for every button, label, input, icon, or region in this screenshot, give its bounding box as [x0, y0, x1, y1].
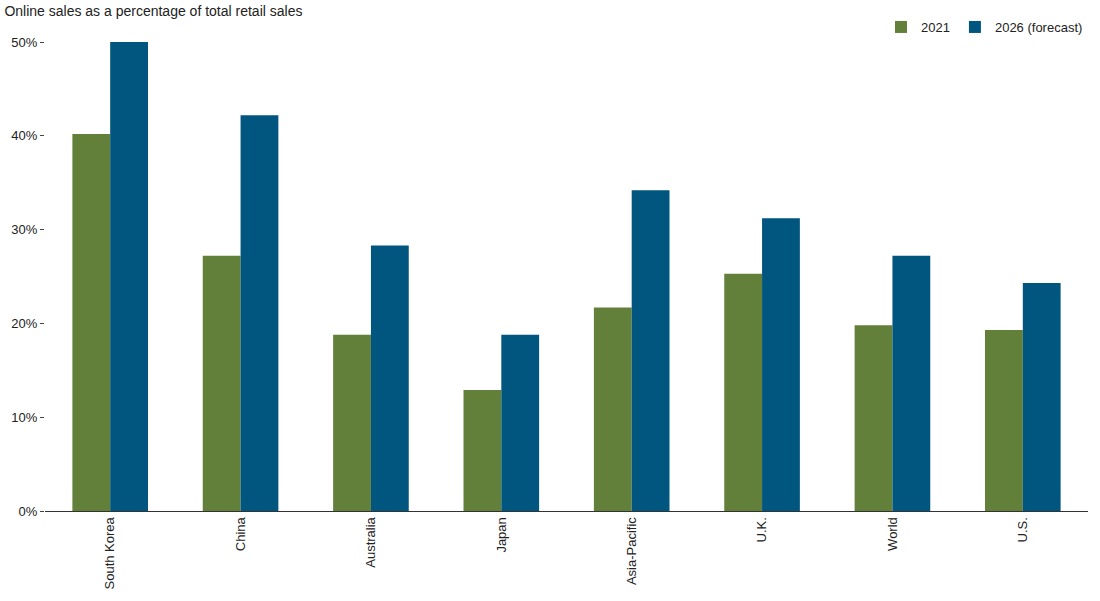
svg-text:0%: 0% [19, 504, 38, 519]
svg-text:Asia-Pacific: Asia-Pacific [624, 517, 639, 585]
svg-text:2026 (forecast): 2026 (forecast) [995, 20, 1082, 35]
svg-text:U.S.: U.S. [1015, 517, 1030, 542]
svg-text:South Korea: South Korea [102, 516, 117, 589]
svg-text:World: World [885, 517, 900, 551]
svg-text:50%: 50% [11, 35, 37, 50]
svg-text:China: China [233, 516, 248, 551]
svg-text:Australia: Australia [363, 516, 378, 567]
svg-text:U.K.: U.K. [754, 517, 769, 542]
svg-text:Online sales as a percentage o: Online sales as a percentage of total re… [4, 3, 302, 19]
svg-text:10%: 10% [11, 410, 37, 425]
svg-text:20%: 20% [11, 316, 37, 331]
svg-text:40%: 40% [11, 128, 37, 143]
svg-text:30%: 30% [11, 222, 37, 237]
svg-text:Japan: Japan [494, 517, 509, 552]
svg-text:2021: 2021 [921, 20, 950, 35]
